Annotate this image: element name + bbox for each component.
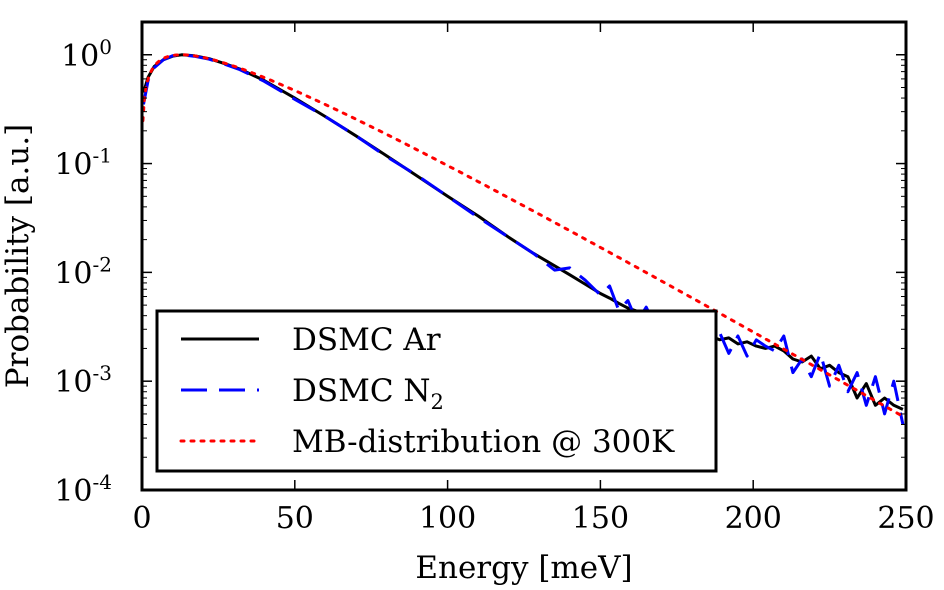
legend-label-2: DSMC N2 bbox=[292, 373, 444, 414]
y-tick-label: 10-2 bbox=[54, 252, 112, 291]
y-tick-label: 100 bbox=[61, 35, 112, 74]
plot-frame bbox=[140, 20, 908, 492]
y-tick-label: 10-3 bbox=[54, 361, 112, 400]
x-tick-label: 200 bbox=[725, 501, 782, 536]
x-tick-label: 100 bbox=[419, 501, 476, 536]
y-tick-label: 10-4 bbox=[54, 470, 112, 509]
series-line-2 bbox=[142, 53, 905, 425]
legend-label-1: DSMC Ar bbox=[292, 322, 441, 358]
legend-label-3: MB-distribution @ 300K bbox=[292, 424, 675, 460]
x-tick-label: 250 bbox=[877, 501, 934, 536]
y-axis-label: Probability [a.u.] bbox=[0, 124, 36, 388]
series-line-3 bbox=[142, 53, 906, 420]
y-tick-label: 10-1 bbox=[54, 144, 112, 183]
legend: DSMC Ar DSMC N2 MB-distribution @ 300K bbox=[155, 309, 718, 473]
axes: 0 50 100 150 200 250 100 10-1 10-2 10-3 10-4 Energy… bbox=[0, 20, 935, 586]
x-axis-label: Energy [meV] bbox=[415, 550, 632, 586]
x-tick-label: 0 bbox=[132, 501, 151, 536]
x-tick-label: 150 bbox=[572, 501, 629, 536]
x-tick-label: 50 bbox=[276, 501, 314, 536]
